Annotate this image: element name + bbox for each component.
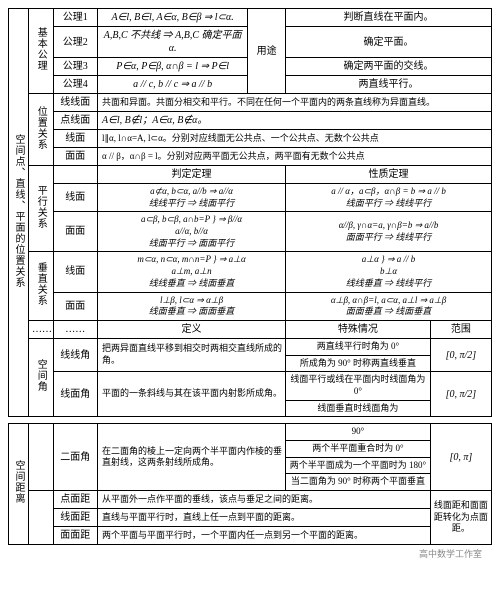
ll-spec2: 所成角为 90° 时称两直线垂直 <box>286 355 431 372</box>
second-table: 空间距离 二面角 在二面角的棱上一定向两个半平面内作棱的垂直射线，这两条射线所成… <box>8 423 492 545</box>
dih-def: 在二面角的棱上一定向两个半平面内作棱的垂直射线，这两条射线所成角。 <box>98 424 286 491</box>
ll-range: [0, π/2] <box>430 338 491 371</box>
pos-r4-label: 面面 <box>53 148 98 166</box>
axiom3-text: P∈α, P∈β, α∩β = l ⇒ P∈l <box>98 58 248 76</box>
pos-r1-label: 线线面 <box>53 94 98 112</box>
spec-90: 90° <box>286 424 431 441</box>
blank-dist-group <box>29 491 53 545</box>
perp-plane-prop: α⊥β, α∩β=l, a⊂α, a⊥l ⇒ a⊥β 面面垂直 ⇒ 线面垂直 <box>286 292 492 320</box>
axiom4-text: a // c, b // c ⇒ a // b <box>98 76 248 94</box>
parallel-line-label: 线面 <box>53 184 98 212</box>
perp-plane-judge: l⊥β, l⊂α ⇒ α⊥β 线面垂直 ⇒ 面面垂直 <box>98 292 286 320</box>
dih-spec1: 两个半平面重合时为 0° <box>286 441 431 458</box>
dih-spec2: 两个半平面成为一个平面时为 180° <box>286 457 431 474</box>
pf-text: 从平面外一点作平面的垂线，该点与垂足之间的距离。 <box>98 491 431 509</box>
dih-range: [0, π] <box>430 424 491 491</box>
lp-angle-def: 平面的一条斜线与其在该平面内射影所成角。 <box>98 372 286 417</box>
parallel-line-prop: a // α，a⊂β，α∩β = b ⇒ a // b 线面平行 ⇒ 线线平行 <box>286 184 492 212</box>
ff-label: 面面距 <box>53 527 98 545</box>
lp-spec2: 线面垂直时线面角为 <box>286 400 431 417</box>
axiom3-label: 公理3 <box>53 58 98 76</box>
axioms-group: 基本公理 <box>29 9 53 94</box>
position-group: 位置关系 <box>29 94 53 166</box>
side-title: 空间点、直线、平面的位置关系 <box>9 9 29 417</box>
angles-group: 空间角 <box>29 338 53 416</box>
pos-r3-label: 线面 <box>53 130 98 148</box>
pf-label: 点面距 <box>53 491 98 509</box>
perp-line-judge: m⊂α, n⊂α, m∩n=P } ⇒ a⊥α a⊥m, a⊥n 线线垂直 ⇒ … <box>98 252 286 292</box>
axiom4-label: 公理4 <box>53 76 98 94</box>
uses-label: 用途 <box>248 9 286 94</box>
use4: 两直线平行。 <box>286 76 492 94</box>
lp-spec1: 线面平行或线在平面内时线面角为 0° <box>286 372 431 400</box>
use2: 确定平面。 <box>286 27 492 58</box>
use3: 确定两平面的交线。 <box>286 58 492 76</box>
lf-label: 线面距 <box>53 509 98 527</box>
dih-spec3: 当二面角为 90° 时称两个平面垂直 <box>286 474 431 491</box>
blank-angle-group <box>29 424 53 491</box>
parallel-line-judge: a⊄α, b⊂α, a//b ⇒ a//α 线线平行 ⇒ 线面平行 <box>98 184 286 212</box>
lp-range: [0, π/2] <box>430 372 491 417</box>
perp-group: 垂直关系 <box>29 252 53 320</box>
use1: 判断直线在平面内。 <box>286 9 492 27</box>
parallel-prop-hdr: 性质定理 <box>286 166 492 184</box>
main-table: 空间点、直线、平面的位置关系 基本公理 公理1 A∈l, B∈l, A∈α, B… <box>8 8 492 417</box>
pos-r1-text: 共面和异面。共面分相交和平行。不同在任何一个平面内的两条直线称为异面直线。 <box>98 94 492 112</box>
lf-text: 直线与平面平行时，直线上任一点到平面的距离。 <box>98 509 431 527</box>
parallel-plane-prop: α//β, γ∩α=a, γ∩β=b ⇒ a//b 面面平行 ⇒ 线线平行 <box>286 212 492 252</box>
parallel-plane-label: 面面 <box>53 212 98 252</box>
pos-r2-label: 点线面 <box>53 112 98 130</box>
distance-side-title: 空间距离 <box>9 424 29 545</box>
axiom2-label: 公理2 <box>53 27 98 58</box>
parallel-group: 平行关系 <box>29 166 53 252</box>
parallel-plane-judge: a⊂β, b⊂β, a∩b=P } ⇒ β//α a//α, b//α 线面平行… <box>98 212 286 252</box>
angles-spec-hdr: 特殊情况 <box>286 320 431 338</box>
pos-r2-text: A∈l, B∉l；A∈α, B∉α。 <box>98 112 492 130</box>
ellipsis1: …… <box>29 320 53 338</box>
lp-angle-label: 线面角 <box>53 372 98 417</box>
watermark: 高中数学工作室 <box>8 547 492 560</box>
convert-text: 线面距和面面距转化为点面距。 <box>430 491 491 545</box>
dih-label: 二面角 <box>53 424 98 491</box>
parallel-judge-hdr: 判定定理 <box>98 166 286 184</box>
axiom2-text: A,B,C 不共线 ⇒ A,B,C 确定平面α. <box>98 27 248 58</box>
perp-plane-label: 面面 <box>53 292 98 320</box>
perp-line-label: 线面 <box>53 252 98 292</box>
ll-angle-label: 线线角 <box>53 338 98 371</box>
pos-r3-text: l∥α, l∩α=A, l⊂α。分别对应线面无公共点、一个公共点、无数个公共点 <box>98 130 492 148</box>
perp-line-prop: a⊥α } ⇒ a // b b⊥α 线线垂直 ⇒ 线线平行 <box>286 252 492 292</box>
axiom1-label: 公理1 <box>53 9 98 27</box>
angles-def-hdr: 定义 <box>98 320 286 338</box>
pos-r4-text: α // β，α∩β = l。分别对应两平面无公共点，两平面有无数个公共点 <box>98 148 492 166</box>
axiom1-text: A∈l, B∈l, A∈α, B∈β ⇒ l⊂α. <box>98 9 248 27</box>
ellipsis2: …… <box>53 320 98 338</box>
blank-cell <box>53 166 98 184</box>
ll-angle-def: 把两异面直线平移到相交时两相交直线所成的角。 <box>98 338 286 371</box>
ff-text: 两个平面与平面平行时，一个平面内任一点到另一个平面的距离。 <box>98 527 431 545</box>
ll-spec1: 两直线平行时角为 0° <box>286 338 431 355</box>
angles-range-hdr: 范围 <box>430 320 491 338</box>
